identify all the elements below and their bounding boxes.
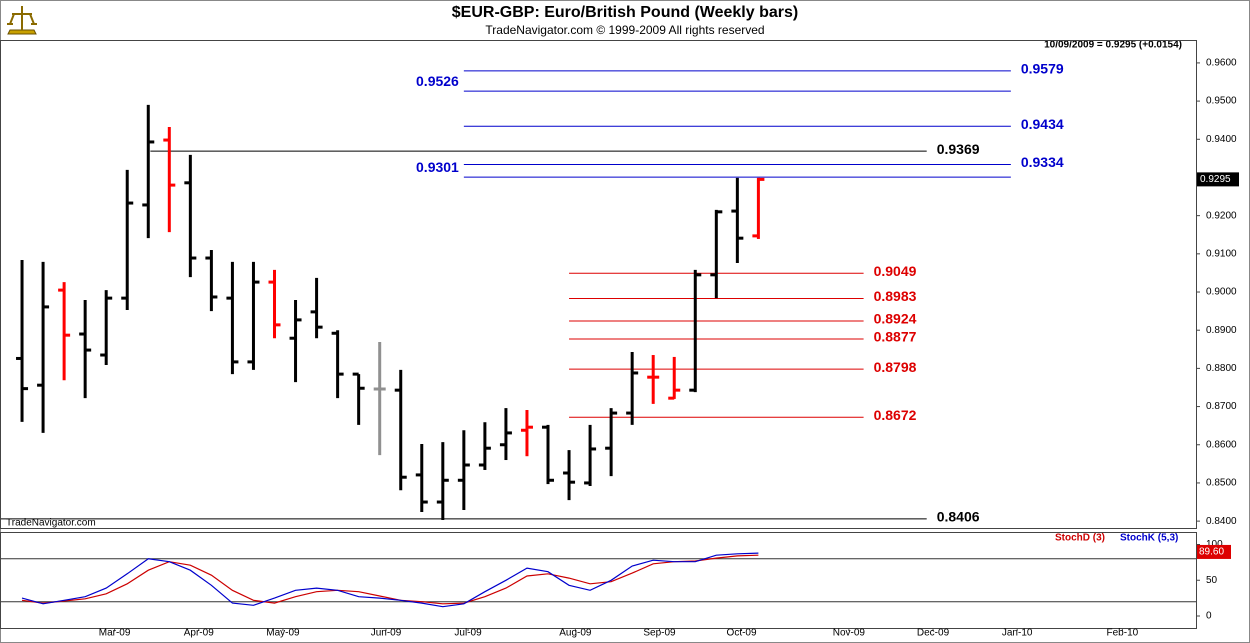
y-tick-label: 0.9600	[1206, 58, 1237, 69]
level-label: 0.9434	[1021, 116, 1064, 132]
chart-subtitle: TradeNavigator.com © 1999-2009 All right…	[485, 23, 764, 37]
level-label: 0.8798	[874, 359, 917, 375]
level-label: 0.8924	[874, 311, 917, 327]
y-tick-label: 0.8700	[1206, 401, 1237, 412]
y-tick-label: 0.9200	[1206, 210, 1237, 221]
stoch-line	[21, 552, 759, 608]
y-tick-label: 0.9000	[1206, 287, 1237, 298]
x-tick-label: Jun-09	[371, 628, 402, 639]
x-tick-label: Jul-09	[454, 628, 482, 639]
price-panel	[0, 40, 1197, 529]
x-tick-label: May-09	[266, 628, 300, 639]
legend-entry: StochK (5,3)	[1120, 533, 1178, 544]
y-tick-label: 0.8400	[1206, 516, 1237, 527]
x-tick-label: Oct-09	[727, 628, 757, 639]
last-stoch: 89.60	[1199, 547, 1224, 558]
level-label: 0.8983	[874, 288, 917, 304]
last-price-box	[1197, 172, 1239, 187]
y-tick-label: 0.9100	[1206, 248, 1237, 259]
x-tick-label: Apr-09	[184, 628, 214, 639]
x-tick-label: Sep-09	[643, 628, 676, 639]
legend-entry: StochD (3)	[1055, 533, 1105, 544]
y-tick-label: 0.8600	[1206, 439, 1237, 450]
stoch-line	[21, 554, 759, 605]
y-tick-label: 0.9500	[1206, 96, 1237, 107]
x-tick-label: Feb-10	[1107, 628, 1139, 639]
level-label: 0.9049	[874, 263, 917, 279]
level-label: 0.9526	[416, 73, 459, 89]
level-label: 0.9579	[1021, 61, 1064, 77]
x-tick-label: Aug-09	[559, 628, 592, 639]
y-tick-label: 0.8800	[1206, 363, 1237, 374]
level-label: 0.8877	[874, 329, 917, 345]
level-label: 0.9301	[416, 159, 459, 175]
y-tick-label: 100	[1206, 539, 1223, 550]
level-label: 0.9334	[1021, 154, 1064, 170]
logo	[7, 6, 37, 35]
y-tick-label: 0	[1206, 611, 1212, 622]
y-tick-label: 0.8900	[1206, 325, 1237, 336]
x-tick-label: Nov-09	[833, 628, 866, 639]
level-label: 0.8672	[874, 407, 917, 423]
y-tick-label: 0.8500	[1206, 478, 1237, 489]
x-tick-label: Jan-10	[1002, 628, 1033, 639]
last-price: 0.9295	[1200, 174, 1231, 185]
y-tick-label: 0.9400	[1206, 134, 1237, 145]
last-stoch-box	[1197, 544, 1231, 559]
chart-title: $EUR-GBP: Euro/British Pound (Weekly bar…	[452, 4, 798, 21]
last-price-label: 10/09/2009 = 0.9295 (+0.0154)	[1044, 40, 1182, 51]
x-tick-label: Mar-09	[99, 628, 131, 639]
level-label: 0.9369	[937, 141, 980, 157]
y-tick-label: 50	[1206, 575, 1218, 586]
level-label: 0.8406	[937, 509, 980, 525]
watermark: TradeNavigator.com	[6, 518, 96, 529]
x-tick-label: Dec-09	[917, 628, 950, 639]
